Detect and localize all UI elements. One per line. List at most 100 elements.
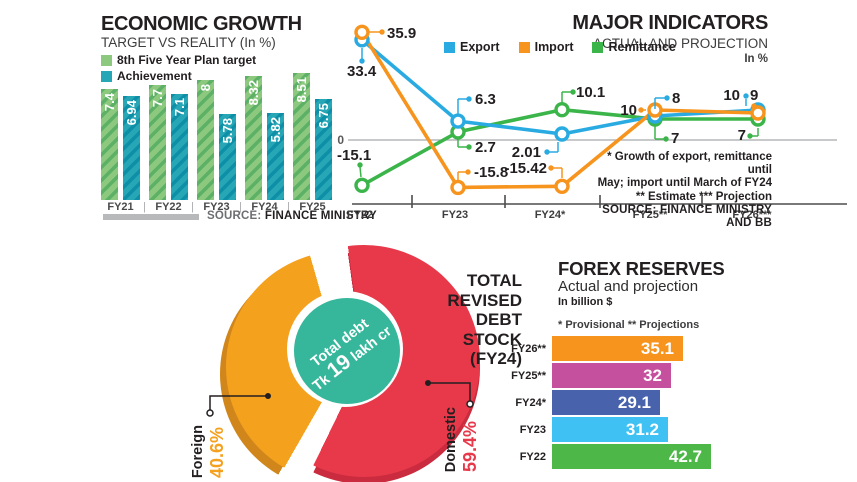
bar-FY23-target: 8	[197, 80, 214, 200]
footnote-line-3: ** Estimate *** Projection	[635, 190, 772, 203]
legend-item-remittance: Remittance	[592, 39, 676, 55]
x-axis-separator: |	[191, 201, 194, 213]
x-label-FY25: FY25	[299, 201, 326, 213]
bar-value-label: 7.7	[150, 89, 165, 108]
major-indicators-source: SOURCE: FINANCE MINISTRY AND BB	[602, 203, 772, 230]
bar-group-FY21: 7.4 6.94	[101, 89, 140, 200]
major-indicators-subtitle: ACTUAL AND PROJECTION	[592, 36, 768, 51]
annotation-connector	[359, 166, 362, 178]
value-label-import-FY24*: -15.42	[504, 160, 547, 177]
major-indicators-header: MAJOR INDICATORS ACTUAL AND PROJECTION I…	[568, 12, 768, 65]
x-label-FY23: FY23	[203, 201, 230, 213]
forex-rows: FY26** 35.1 FY25** 32 FY24* 29.1 FY23 31.2 FY22 4…	[496, 336, 711, 471]
major-indicators-legend: Export Import Remittance	[444, 39, 676, 55]
x-label-FY22: FY22	[155, 201, 182, 213]
x-label-FY26***: FY26***	[732, 209, 772, 221]
x-axis-separator: |	[239, 201, 242, 213]
forex-value-label: 35.1	[640, 338, 674, 358]
point-export-FY24*	[554, 126, 570, 142]
economic-growth-subtitle: TARGET VS REALITY (In %)	[101, 35, 276, 50]
annotation-dot	[747, 133, 753, 139]
bar-group-FY22: 7.7 7.1	[149, 85, 188, 200]
zero-label: 0	[337, 133, 344, 147]
point-remittance-FY22	[354, 177, 370, 194]
debt-title-line-3: STOCK	[462, 329, 522, 349]
bar-FY22-target: 7.7	[149, 85, 166, 200]
economic-growth-plot: 7.4 6.94 7.7 7.1 8 5.78 8.32 5.82 8.51 6.75	[101, 73, 332, 200]
forex-value-label: 42.7	[668, 446, 702, 466]
bar-FY24-target: 8.32	[245, 76, 262, 200]
bar-FY21-achievement: 6.94	[123, 96, 140, 200]
bar-value-label: 7.1	[172, 98, 187, 117]
bar-value-label: 6.94	[124, 100, 139, 126]
bar-value-label: 8	[198, 84, 213, 92]
bar-value-label: 5.78	[220, 118, 235, 144]
legend-item-1: Achievement	[101, 68, 256, 84]
value-label-import-FY22: 35.9	[387, 25, 416, 42]
forex-year-FY26**: FY26**	[511, 342, 546, 355]
legend-swatch-icon	[518, 41, 530, 53]
debt-stock-title: TOTAL REVISED DEBT STOCK (FY24)	[428, 271, 522, 369]
annotation-dot	[663, 136, 669, 142]
bar-value-label: 8.51	[294, 77, 309, 103]
value-label-remittance-FY26***: 7	[738, 127, 746, 144]
bar-value-label: 6.75	[316, 103, 331, 129]
annotation-dot	[379, 29, 385, 35]
foreign-name: Foreign	[190, 424, 206, 478]
debt-center-circle: Total debt Tk 19 lakh cr	[294, 298, 400, 404]
source-name: FINANCE MINISTRY	[264, 210, 377, 222]
bar-FY25-target: 8.51	[293, 73, 310, 200]
debt-center-text: Total debt Tk 19 lakh cr	[298, 307, 396, 395]
annotation-dot	[465, 169, 471, 175]
forex-unit: In billion $	[558, 296, 613, 308]
value-label-remittance-FY23: 2.7	[475, 139, 496, 156]
x-label-FY22: FY22	[347, 209, 373, 221]
x-label-FY24*: FY24*	[535, 209, 566, 221]
value-label-export-FY25**: 8	[672, 90, 680, 107]
forex-bar-FY22: 42.7	[552, 444, 711, 469]
value-label-export-FY23: 6.3	[475, 91, 496, 108]
forex-row-FY25**: FY25** 32	[496, 363, 711, 388]
value-label-export-FY26***: 10	[723, 87, 740, 104]
bar-group-FY24: 8.32 5.82	[245, 76, 284, 200]
domestic-name: Domestic	[443, 406, 459, 472]
annotation-dot	[466, 96, 472, 102]
value-label-import-FY23: -15.8	[474, 164, 508, 181]
value-label-export-FY22: 33.4	[347, 63, 377, 80]
annotation-dot	[357, 162, 363, 168]
legend-item-export: Export	[444, 39, 500, 55]
annotation-dot	[548, 165, 554, 171]
value-label-remittance-FY25**: 7	[671, 130, 679, 147]
forex-year-FY24*: FY24*	[515, 396, 546, 409]
legend-swatch-icon	[592, 41, 604, 53]
forex-value-label: 29.1	[617, 392, 651, 412]
legend-item-import: Import	[518, 39, 573, 55]
point-import-FY22	[354, 24, 370, 40]
annotation-dot	[544, 149, 550, 155]
forex-row-FY22: FY22 42.7	[496, 444, 711, 469]
x-axis-separator: |	[143, 201, 146, 213]
value-label-remittance-FY24*: 10.1	[576, 84, 605, 101]
forex-year-FY23: FY23	[519, 423, 546, 436]
debt-title-line-2: DEBT	[475, 310, 522, 329]
forex-row-FY24*: FY24* 29.1	[496, 390, 711, 415]
legend-label: 8th Five Year Plan target	[117, 53, 257, 67]
point-remittance-FY24*	[554, 101, 570, 118]
x-label-FY23: FY23	[442, 209, 468, 221]
annotation-dot	[570, 89, 576, 95]
bar-FY25-achievement: 6.75	[315, 99, 332, 200]
legend-label: Export	[460, 40, 500, 54]
debt-title-line-4: (FY24)	[470, 349, 522, 368]
foreign-percent: 40.6%	[207, 426, 227, 478]
bar-FY23-achievement: 5.78	[219, 114, 236, 200]
x-label-FY24: FY24	[251, 201, 278, 213]
bar-FY21-target: 7.4	[101, 89, 118, 200]
forex-row-FY23: FY23 31.2	[496, 417, 711, 442]
domestic-percent: 59.4%	[460, 420, 480, 472]
bar-group-FY25: 8.51 6.75	[293, 73, 332, 200]
forex-bar-FY23: 31.2	[552, 417, 668, 442]
annotation-dot	[359, 58, 365, 64]
foreign-slice-label: Foreign 40.6%	[190, 414, 228, 478]
economic-growth-source: SOURCE: FINANCE MINISTRY	[207, 210, 377, 222]
